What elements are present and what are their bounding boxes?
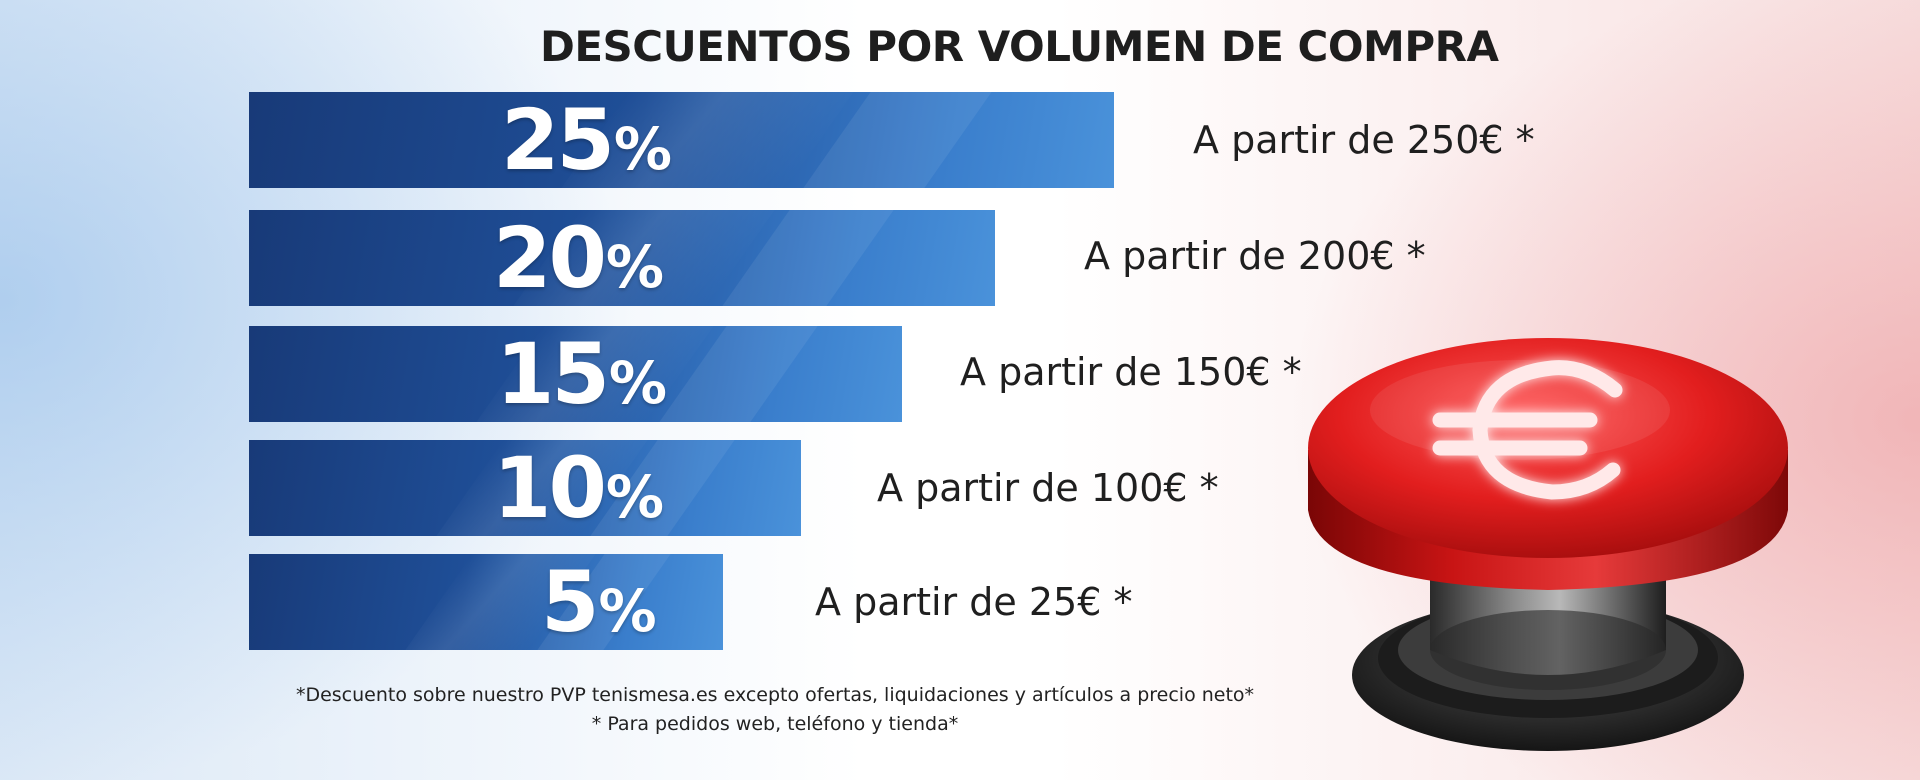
footnote-secondary: * Para pedidos web, teléfono y tienda* (591, 713, 959, 735)
discount-condition: A partir de 200€ * (1084, 234, 1426, 278)
red-euro-button (1290, 320, 1810, 770)
discount-value: 20 (493, 210, 607, 306)
discount-value: 25 (501, 92, 615, 188)
percent-sign: % (608, 349, 668, 417)
discount-value: 10 (493, 440, 607, 536)
euro-icon (1432, 360, 1623, 500)
discount-bar-15: 15% (249, 326, 902, 422)
discount-condition: A partir de 25€ * (815, 580, 1133, 624)
discount-bar-10: 10% (249, 440, 801, 536)
percent-sign: % (598, 577, 657, 645)
discount-condition: A partir de 100€ * (877, 466, 1219, 510)
footnote-primary: *Descuento sobre nuestro PVP tenismesa.e… (295, 684, 1255, 706)
percent-sign: % (605, 233, 665, 301)
discount-percent: 25% (501, 92, 672, 188)
discount-bar-20: 20% (249, 210, 995, 306)
discount-percent: 10% (493, 440, 664, 536)
percent-sign: % (613, 115, 673, 183)
discount-condition: A partir de 150€ * (960, 350, 1302, 394)
discount-percent: 15% (496, 326, 667, 422)
discount-percent: 20% (493, 210, 664, 306)
discount-condition: A partir de 250€ * (1193, 118, 1535, 162)
page-title: DESCUENTOS POR VOLUMEN DE COMPRA (540, 22, 1499, 71)
discount-bar-5: 5% (249, 554, 723, 650)
discount-bar-25: 25% (249, 92, 1114, 188)
discount-value: 5 (541, 554, 599, 650)
discount-percent: 5% (541, 554, 657, 650)
discount-value: 15 (496, 326, 610, 422)
percent-sign: % (605, 463, 665, 531)
